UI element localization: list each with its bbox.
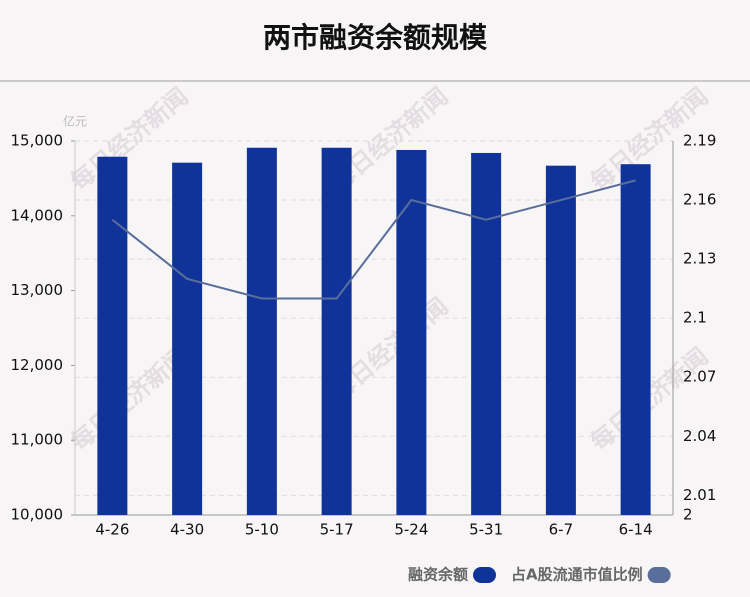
y2-tick-label: 2.1 bbox=[683, 309, 707, 327]
x-tick-label: 6-7 bbox=[549, 521, 574, 539]
legend-label: 融资余额 bbox=[408, 566, 468, 584]
bar bbox=[471, 152, 502, 515]
bar bbox=[246, 147, 277, 515]
legend-swatch bbox=[647, 567, 671, 583]
y2-tick-label: 2.13 bbox=[683, 250, 716, 268]
line bbox=[111, 179, 636, 300]
y2-tick-label: 2.19 bbox=[683, 132, 716, 150]
bar bbox=[321, 147, 352, 515]
x-tick-label: 4-30 bbox=[170, 521, 204, 539]
bar bbox=[396, 149, 427, 515]
y-tick-label: 11,000 bbox=[11, 431, 64, 449]
y-tick-label: 13,000 bbox=[11, 281, 64, 299]
bar bbox=[620, 164, 651, 516]
x-tick-label: 5-10 bbox=[245, 521, 279, 539]
x-tick-label: 5-17 bbox=[320, 521, 354, 539]
y2-tick-label: 2.16 bbox=[683, 191, 716, 209]
x-tick-label: 4-26 bbox=[95, 521, 129, 539]
chart-title: 两市融资余额规模 bbox=[263, 21, 488, 54]
y-tick-label: 12,000 bbox=[11, 356, 64, 374]
y2-tick-label: 2.04 bbox=[683, 427, 716, 445]
y2-tick-label: 2.07 bbox=[683, 368, 716, 386]
legend-swatch bbox=[473, 567, 497, 583]
y2-tick-label: 2 bbox=[683, 506, 693, 524]
legend-label: 占A股流通市值比例 bbox=[511, 566, 643, 584]
bar bbox=[545, 165, 576, 515]
x-tick-label: 5-24 bbox=[394, 521, 428, 539]
y-unit: 亿元 bbox=[63, 114, 87, 129]
x-tick-label: 5-31 bbox=[469, 521, 503, 539]
bar bbox=[172, 162, 203, 515]
y-tick-label: 10,000 bbox=[11, 506, 64, 524]
x-tick-label: 6-14 bbox=[619, 521, 653, 539]
y-tick-label: 15,000 bbox=[11, 132, 64, 150]
y2-tick-label: 2.01 bbox=[683, 486, 716, 504]
y-tick-label: 14,000 bbox=[11, 206, 64, 224]
bar bbox=[97, 156, 128, 515]
